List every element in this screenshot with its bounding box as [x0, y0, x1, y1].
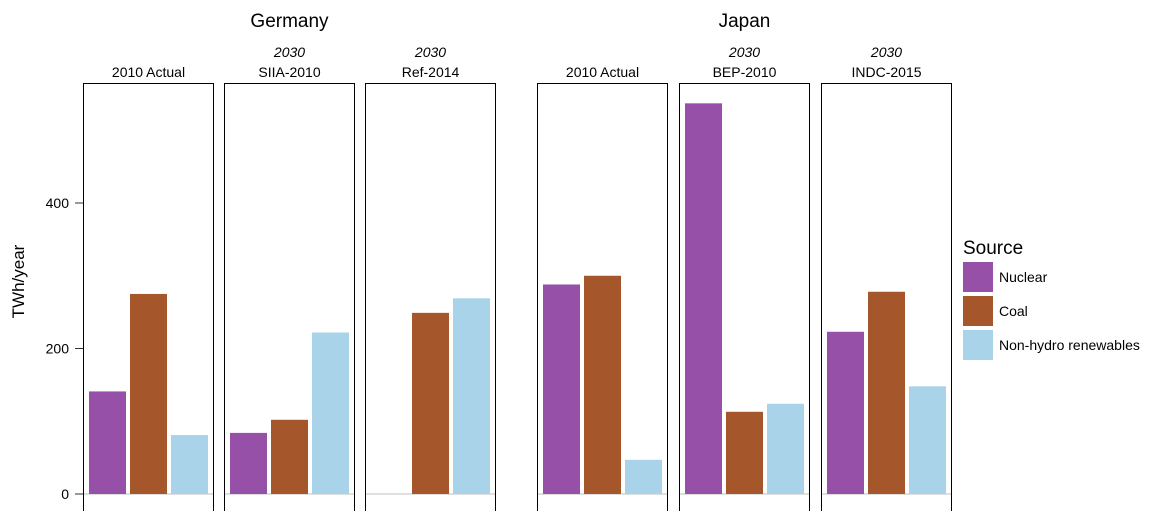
panel-year-label: 2030 [728, 44, 760, 60]
panel-label: 2010 Actual [112, 64, 185, 80]
legend: Source Nuclear Coal Non-hydro renewables [963, 238, 1140, 360]
panel-label: 2010 Actual [566, 64, 639, 80]
panel-frame [224, 83, 355, 511]
y-tick-label: 0 [61, 486, 69, 502]
legend-label: Coal [999, 303, 1028, 319]
y-axis-label: TWh/year [9, 244, 28, 318]
bar-coal [726, 411, 763, 494]
group-title: Japan [719, 11, 771, 32]
panel-year-label: 2030 [870, 44, 902, 60]
bar-nuclear [89, 391, 126, 494]
bar-coal [868, 291, 905, 494]
panel-label: BEP-2010 [713, 64, 777, 80]
y-tick-label: 400 [46, 195, 70, 211]
bar-nuclear [685, 103, 722, 495]
panel-label: SIIA-2010 [258, 64, 320, 80]
y-tick-label: 200 [46, 341, 70, 357]
panel-label: Ref-2014 [402, 64, 460, 80]
bar-coal [130, 293, 167, 494]
panels: 2010 Actual 2030 SIIA-2010 2030 Ref-2014 2010… [83, 44, 952, 511]
bar-non-hydro-renewables [767, 403, 804, 494]
bar-coal [412, 312, 449, 494]
group-titles: Germany Japan [250, 11, 770, 32]
bar-non-hydro-renewables [453, 298, 490, 494]
group-title: Germany [250, 11, 329, 32]
panel-frame [679, 83, 810, 511]
bar-non-hydro-renewables [171, 435, 208, 494]
bar-coal [584, 275, 621, 494]
bar-nuclear [230, 432, 267, 494]
bar-non-hydro-renewables [625, 459, 662, 494]
bar-non-hydro-renewables [312, 332, 349, 494]
panel-label: INDC-2015 [851, 64, 921, 80]
legend-swatch [963, 330, 993, 360]
panel-frame [365, 83, 496, 511]
bar-nuclear [543, 284, 580, 494]
panel-year-label: 2030 [414, 44, 446, 60]
legend-title: Source [963, 238, 1023, 259]
legend-swatch [963, 296, 993, 326]
bar-coal [271, 419, 308, 494]
panel-frame [537, 83, 668, 511]
legend-swatch [963, 262, 993, 292]
panel-frame [821, 83, 952, 511]
panel-year-label: 2030 [273, 44, 305, 60]
legend-label: Non-hydro renewables [999, 337, 1140, 353]
legend-label: Nuclear [999, 269, 1048, 285]
bar-non-hydro-renewables [909, 386, 946, 494]
y-axis: TWh/year 0 200 400 [9, 195, 83, 502]
panel-frame [83, 83, 214, 511]
bar-nuclear [827, 331, 864, 494]
